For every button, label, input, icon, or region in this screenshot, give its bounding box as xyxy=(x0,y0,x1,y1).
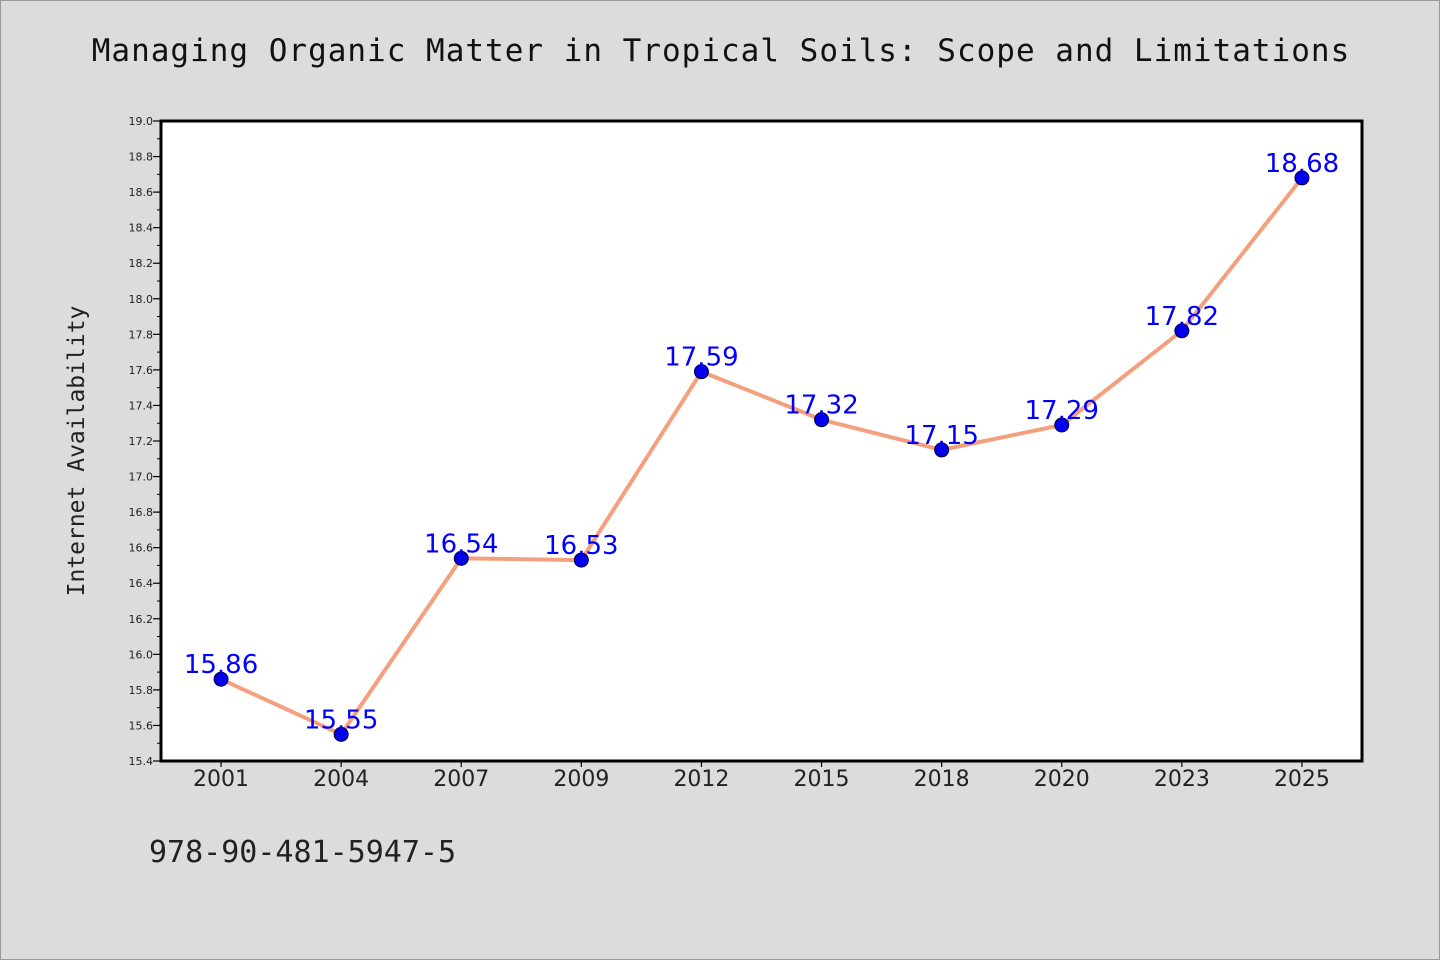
y-tick-label: 18.8 xyxy=(129,151,154,164)
x-tick-label: 2020 xyxy=(1034,767,1090,792)
y-tick-label: 16.6 xyxy=(129,542,154,555)
data-label: 15.55 xyxy=(304,705,378,735)
y-axis-ticks: 15.4 15.6 15.8 16.0 16.2 16.4 16.6 16.8 17.0 17.2… xyxy=(129,115,161,768)
isbn-footer: 978-90-481-5947-5 xyxy=(149,835,457,870)
y-tick-label: 16.8 xyxy=(129,506,154,519)
x-axis-ticks: 2001 2004 2007 2009 2012 2015 2018 2020 2023 2025 xyxy=(193,761,1330,792)
x-tick-label: 2009 xyxy=(553,767,609,792)
y-tick-label: 16.4 xyxy=(129,577,154,590)
data-point xyxy=(1174,323,1190,339)
data-point xyxy=(1054,417,1070,433)
data-point xyxy=(934,442,950,458)
data-point xyxy=(333,726,349,742)
plot-area xyxy=(159,119,1364,763)
data-label: 17.29 xyxy=(1025,396,1099,426)
data-label: 17.15 xyxy=(904,421,978,451)
x-tick-label: 2025 xyxy=(1274,767,1330,792)
data-label: 17.82 xyxy=(1145,302,1219,332)
data-label: 16.54 xyxy=(424,529,498,559)
data-point xyxy=(573,552,589,568)
y-tick-label: 15.8 xyxy=(129,684,154,697)
data-label: 16.53 xyxy=(544,531,618,561)
x-tick-label: 2023 xyxy=(1154,767,1210,792)
data-point xyxy=(453,550,469,566)
data-label: 18.68 xyxy=(1265,149,1339,179)
series-layer: 15.86 15.55 16.54 16.53 17.59 17.32 17.15 17.29… xyxy=(184,149,1339,742)
y-tick-label: 15.6 xyxy=(129,719,154,732)
y-tick-label: 16.2 xyxy=(129,613,154,626)
data-point xyxy=(693,364,709,380)
y-tick-label: 17.4 xyxy=(129,399,154,412)
y-tick-label: 19.0 xyxy=(129,115,154,128)
data-point xyxy=(213,671,229,687)
y-tick-label: 17.6 xyxy=(129,364,154,377)
chart-title: Managing Organic Matter in Tropical Soil… xyxy=(91,33,1351,69)
y-tick-label: 15.4 xyxy=(129,755,154,768)
data-point xyxy=(1294,170,1310,186)
y-tick-label: 18.4 xyxy=(129,222,154,235)
x-tick-label: 2015 xyxy=(794,767,850,792)
x-tick-label: 2018 xyxy=(914,767,970,792)
series-line xyxy=(220,176,1304,737)
y-tick-label: 17.8 xyxy=(129,328,154,341)
x-tick-label: 2007 xyxy=(433,767,489,792)
data-point xyxy=(814,412,830,428)
x-tick-label: 2004 xyxy=(313,767,369,792)
y-tick-label: 18.6 xyxy=(129,186,154,199)
y-tick-label: 17.2 xyxy=(129,435,154,448)
data-label: 17.32 xyxy=(784,391,858,421)
y-tick-label: 18.0 xyxy=(129,293,154,306)
x-tick-label: 2012 xyxy=(673,767,729,792)
y-tick-label: 16.0 xyxy=(129,648,154,661)
x-tick-label: 2001 xyxy=(193,767,249,792)
data-label: 15.86 xyxy=(184,650,258,680)
y-tick-label: 18.2 xyxy=(129,257,154,270)
y-tick-label: 17.0 xyxy=(129,471,154,484)
data-label: 17.59 xyxy=(664,343,738,373)
